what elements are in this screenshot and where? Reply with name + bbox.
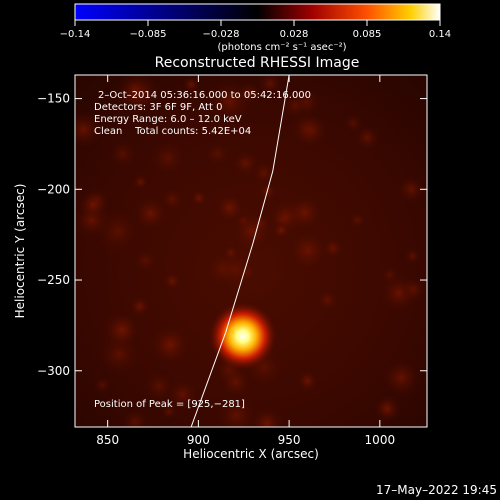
texture-blob: [206, 77, 254, 126]
y-tick-label: −200: [37, 182, 70, 196]
x-axis-label: Heliocentric X (arcsec): [183, 447, 319, 461]
texture-blob: [257, 75, 284, 97]
colorbar-unit: (photons cm⁻² s⁻¹ asec⁻²): [217, 42, 346, 53]
texture-blob: [373, 394, 402, 423]
peak-position-label: Position of Peak = [925,−281]: [94, 399, 245, 410]
texture-blob: [248, 405, 286, 427]
colorbar-tick-label: 0.028: [280, 29, 309, 40]
texture-blob: [353, 124, 381, 152]
texture-blob: [189, 188, 209, 208]
texture-blob: [315, 287, 340, 313]
chart-title: Reconstructed RHESSI Image: [155, 55, 360, 71]
texture-blob: [295, 369, 320, 393]
texture-blob: [284, 192, 325, 233]
colorbar: −0.14 −0.085 −0.028 0.028 0.085 0.14 (photons…: [60, 3, 451, 53]
texture-blob: [148, 323, 192, 367]
texture-blob: [404, 247, 422, 265]
x-tick-label: 1000: [365, 433, 396, 447]
texture-blob: [92, 375, 112, 395]
texture-blob: [321, 236, 345, 260]
colorbar-tick-label: −0.028: [202, 29, 239, 40]
y-tick-label: −250: [37, 273, 70, 287]
texture-blob: [182, 75, 201, 94]
y-axis-label: Heliocentric Y (arcsec): [13, 184, 27, 319]
annotation-time: 2–Oct–2014 05:36:16.000 to 05:42:16.000: [98, 90, 311, 101]
texture-blob: [285, 228, 331, 274]
texture-blob: [214, 393, 259, 427]
texture-blob: [396, 174, 427, 205]
y-axis-ticks: −150 −200 −250 −300: [37, 92, 427, 378]
texture-blob: [203, 139, 232, 168]
texture-blob: [132, 173, 150, 191]
texture-blob: [104, 312, 140, 348]
texture-blob: [107, 138, 139, 170]
texture-blob: [250, 159, 278, 187]
flare-peak-source: [208, 302, 277, 371]
texture-blob: [348, 210, 367, 230]
texture-blob: [164, 376, 201, 413]
x-tick-label: 950: [278, 433, 301, 447]
solar-limb-curve: [190, 75, 290, 427]
texture-blob: [381, 357, 422, 398]
texture-blob: [75, 110, 103, 149]
plot-area: 850 900 950 1000 −150 −200 −250 −300 2–Oct–201…: [37, 74, 428, 447]
texture-blob: [77, 189, 109, 221]
texture-blob: [132, 247, 159, 274]
colorbar-gradient: [74, 3, 441, 21]
footer-date: 17–May–2022 19:45: [376, 483, 497, 497]
colorbar-tick-label: −0.14: [60, 29, 91, 40]
texture-blob: [125, 78, 144, 98]
texture-blob: [213, 247, 258, 293]
x-tick-label: 900: [187, 433, 210, 447]
texture-blob: [148, 138, 188, 179]
annotation-detectors: Detectors: 3F 6F 9F, Att 0: [94, 102, 222, 113]
texture-blob: [271, 220, 291, 240]
x-tick-label: 850: [96, 433, 119, 447]
plot-frame: [74, 74, 428, 428]
texture-blob: [119, 406, 151, 427]
image-texture: [75, 75, 427, 427]
colorbar-tick-label: −0.085: [129, 29, 166, 40]
texture-blob: [128, 294, 152, 319]
y-tick-label: −300: [37, 364, 70, 378]
x-axis-ticks: 850 900 950 1000: [96, 75, 395, 447]
colorbar-ticks: −0.14 −0.085 −0.028 0.028 0.085 0.14: [60, 20, 451, 40]
texture-blob: [162, 270, 183, 292]
y-tick-label: −150: [37, 92, 70, 106]
colorbar-tick-label: 0.14: [429, 29, 451, 40]
texture-blob: [159, 186, 186, 213]
colorbar-tick-label: 0.085: [353, 29, 382, 40]
annotation-counts: Clean Total counts: 5.42E+04: [94, 126, 251, 137]
texture-blob: [400, 276, 427, 303]
texture-blob: [288, 110, 326, 149]
annotation-energy: Energy Range: 6.0 – 12.0 keV: [94, 114, 242, 125]
texture-blob: [229, 209, 274, 254]
